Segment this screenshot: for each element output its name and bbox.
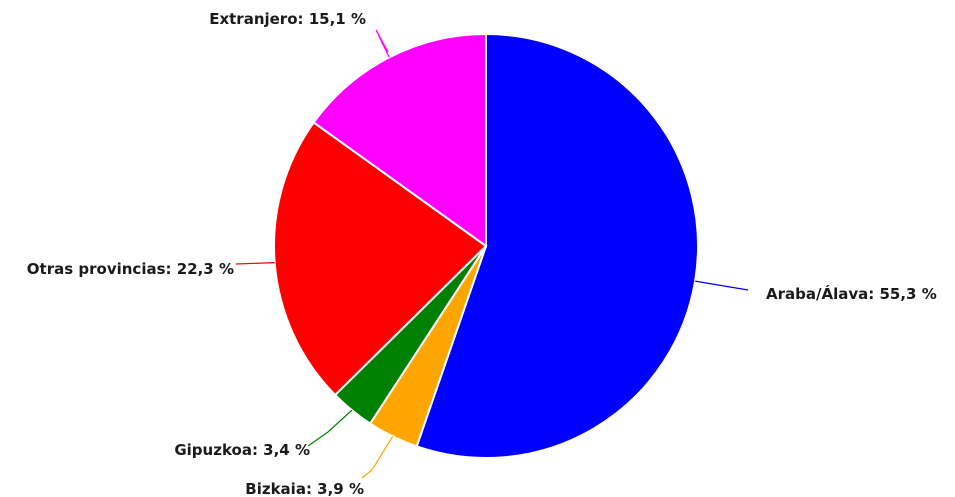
pie-slice-extranjero [312,32,487,248]
pie-slice-araba-alava [415,32,699,459]
pie-slices [273,32,699,459]
leader-line-otras-provincias [235,262,275,265]
leader-line-bizkaia [361,436,394,479]
slice-label-araba-alava: Araba/Álava: 55,3 % [766,284,937,303]
leader-line-araba-alava [695,280,749,291]
slice-label-gipuzkoa: Gipuzkoa: 3,4 % [174,441,310,459]
leader-line-extranjero [375,29,390,58]
slice-label-bizkaia: Bizkaia: 3,9 % [245,480,364,497]
leader-lines [235,29,749,479]
slice-label-extranjero: Extranjero: 15,1 % [209,10,366,28]
slice-label-otras-provincias: Otras provincias: 22,3 % [27,260,234,278]
pie-slice-otras-provincias [273,121,488,397]
leader-line-gipuzkoa [307,409,353,447]
